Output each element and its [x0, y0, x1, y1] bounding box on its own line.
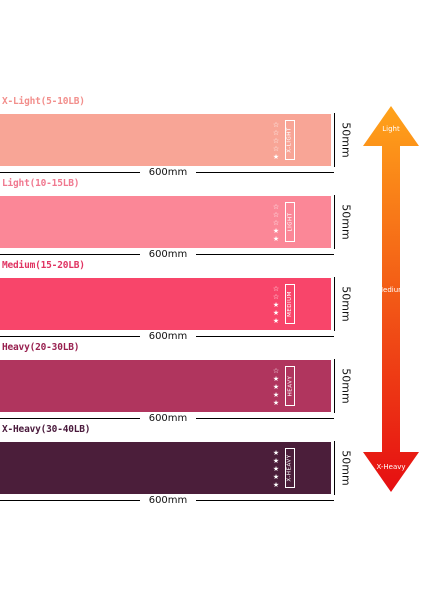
band-level-tag-text: LIGHT [287, 212, 294, 232]
arrow-label-x-heavy: X-Heavy [376, 463, 406, 471]
height-dimension-line [334, 277, 335, 331]
resistance-band [0, 360, 331, 412]
band-level-tag-text: X-HEAVY [287, 454, 293, 482]
star-filled-icon: ★ [272, 457, 280, 465]
star-filled-icon: ★ [272, 383, 280, 391]
width-dimension-label: 600mm [140, 249, 196, 261]
band-level-tag: X-LIGHT [285, 120, 295, 160]
star-filled-icon: ★ [272, 391, 280, 399]
width-dimension-label: 600mm [140, 331, 196, 343]
resistance-scale-arrow: Light Medium X-Heavy [363, 106, 419, 492]
band-weight-label: X-Heavy(30-40LB) [2, 424, 91, 435]
height-dimension-label: 50mm [339, 286, 353, 322]
arrow-label-light: Light [382, 125, 400, 133]
strength-rating: ★ ★ ★ ★ ★ [271, 449, 281, 489]
resistance-band [0, 278, 331, 330]
star-outline-icon: ☆ [272, 203, 280, 211]
resistance-band [0, 442, 331, 494]
star-filled-icon: ★ [272, 301, 280, 309]
resistance-band [0, 114, 331, 166]
strength-rating: ☆ ☆ ★ ★ ★ [271, 285, 281, 325]
band-level-tag-text: MEDIUM [287, 291, 294, 317]
band-level-tag-text: X-LIGHT [287, 127, 293, 153]
star-filled-icon: ★ [272, 449, 280, 457]
width-dimension-label: 600mm [140, 167, 196, 179]
star-filled-icon: ★ [272, 309, 280, 317]
star-filled-icon: ★ [272, 465, 280, 473]
strength-rating: ☆ ☆ ☆ ☆ ★ [271, 121, 281, 161]
height-dimension-line [334, 441, 335, 495]
star-outline-icon: ☆ [272, 367, 280, 375]
star-filled-icon: ★ [272, 481, 280, 489]
star-filled-icon: ★ [272, 399, 280, 407]
band-level-tag: HEAVY [285, 366, 295, 406]
height-dimension-label: 50mm [339, 450, 353, 486]
star-filled-icon: ★ [272, 473, 280, 481]
star-outline-icon: ☆ [272, 219, 280, 227]
star-filled-icon: ★ [272, 375, 280, 383]
double-arrow-icon [363, 106, 419, 492]
height-dimension-label: 50mm [339, 204, 353, 240]
star-outline-icon: ☆ [272, 285, 280, 293]
width-dimension-label: 600mm [140, 495, 196, 507]
star-outline-icon: ☆ [272, 129, 280, 137]
band-level-tag-text: HEAVY [287, 375, 293, 397]
band-weight-label: Light(10-15LB) [2, 178, 80, 189]
height-dimension-line [334, 195, 335, 249]
resistance-band [0, 196, 331, 248]
strength-rating: ☆ ☆ ☆ ★ ★ [271, 203, 281, 243]
star-filled-icon: ★ [272, 227, 280, 235]
star-outline-icon: ☆ [272, 293, 280, 301]
star-outline-icon: ☆ [272, 145, 280, 153]
band-weight-label: Medium(15-20LB) [2, 260, 85, 271]
width-dimension-label: 600mm [140, 413, 196, 425]
star-outline-icon: ☆ [272, 121, 280, 129]
height-dimension-label: 50mm [339, 122, 353, 158]
height-dimension-label: 50mm [339, 368, 353, 404]
band-weight-label: X-Light(5-10LB) [2, 96, 85, 107]
band-level-tag: MEDIUM [285, 284, 295, 324]
arrow-label-medium: Medium [377, 286, 405, 294]
band-weight-label: Heavy(20-30LB) [2, 342, 80, 353]
band-level-tag: X-HEAVY [285, 448, 295, 488]
star-outline-icon: ☆ [272, 211, 280, 219]
strength-rating: ☆ ★ ★ ★ ★ [271, 367, 281, 407]
star-filled-icon: ★ [272, 317, 280, 325]
height-dimension-line [334, 113, 335, 167]
star-filled-icon: ★ [272, 235, 280, 243]
height-dimension-line [334, 359, 335, 413]
band-level-tag: LIGHT [285, 202, 295, 242]
star-filled-icon: ★ [272, 153, 280, 161]
star-outline-icon: ☆ [272, 137, 280, 145]
